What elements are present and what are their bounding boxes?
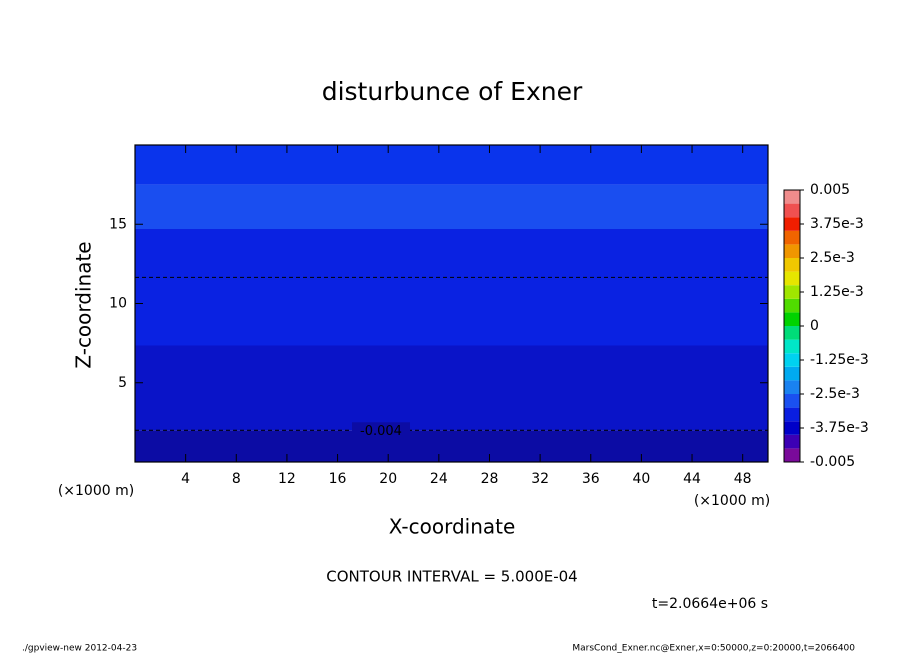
colorbar-segment [784, 244, 800, 258]
colorbar-segment [784, 448, 800, 462]
chart-title: disturbunce of Exner [322, 77, 583, 106]
x-tick-label: 44 [683, 471, 701, 487]
x-tick-label: 32 [531, 471, 549, 487]
x-tick-label: 8 [232, 471, 241, 487]
y-unit: (×1000 m) [58, 483, 134, 499]
x-tick-label: 24 [430, 471, 448, 487]
colorbar-segment [784, 380, 800, 394]
colorbar-tick-label: 0.005 [810, 182, 850, 198]
x-axis-label: X-coordinate [389, 515, 516, 539]
colorbar-tick-label: -2.5e-3 [810, 386, 860, 402]
colorbar-tick-label: 2.5e-3 [810, 250, 855, 266]
colorbar-segment [784, 271, 800, 286]
footer-right: MarsCond_Exner.nc@Exner,x=0:50000,z=0:20… [572, 644, 855, 654]
colorbar-segment [784, 353, 800, 367]
colorbar-tick-label: -1.25e-3 [810, 352, 869, 368]
colorbar-segment [784, 407, 800, 422]
colorbar-tick-label: 3.75e-3 [810, 216, 864, 232]
contour-interval: CONTOUR INTERVAL = 5.000E-04 [326, 568, 577, 586]
colorbar-segment [784, 339, 800, 354]
footer-left: ./gpview-new 2012-04-23 [22, 644, 137, 654]
x-unit: (×1000 m) [694, 493, 770, 509]
colorbar-segment [784, 285, 800, 299]
colorbar-segment [784, 421, 800, 435]
x-tick-label: 12 [278, 471, 296, 487]
colorbar-segment [784, 326, 800, 340]
colorbar-segment [784, 434, 800, 449]
colorbar-segment [784, 203, 800, 218]
x-tick-label: 4 [181, 471, 190, 487]
colorbar-segment [784, 312, 800, 326]
colorbar-segment [784, 230, 800, 245]
x-tick-label: 16 [329, 471, 347, 487]
colorbar-segment [784, 217, 800, 231]
colorbar-tick-label: 1.25e-3 [810, 284, 864, 300]
contour-band [135, 430, 768, 462]
contour-label-bg [352, 422, 410, 439]
colorbar-tick-label: 0 [810, 318, 819, 334]
contour-band [135, 145, 768, 185]
y-tick-label: 15 [109, 216, 127, 232]
colorbar-segment [784, 298, 800, 313]
colorbar-segment [784, 258, 800, 272]
contour-band [135, 229, 768, 346]
x-tick-label: 40 [632, 471, 650, 487]
x-tick-label: 20 [379, 471, 397, 487]
contour-label: -0.004 [360, 424, 402, 439]
contour-band [135, 184, 768, 230]
x-tick-label: 48 [734, 471, 752, 487]
y-axis-label: Z-coordinate [72, 241, 96, 368]
colorbar-tick-label: -3.75e-3 [810, 420, 869, 436]
y-tick-label: 5 [118, 375, 127, 391]
y-tick-label: 10 [109, 296, 127, 312]
x-tick-label: 36 [582, 471, 600, 487]
x-tick-label: 28 [481, 471, 499, 487]
colorbar-segment [784, 366, 800, 381]
time-label: t=2.0664e+06 s [652, 596, 768, 612]
colorbar-tick-label: -0.005 [810, 454, 855, 470]
contour-band [135, 345, 768, 431]
colorbar-segment [784, 394, 800, 408]
colorbar-segment [784, 190, 800, 204]
